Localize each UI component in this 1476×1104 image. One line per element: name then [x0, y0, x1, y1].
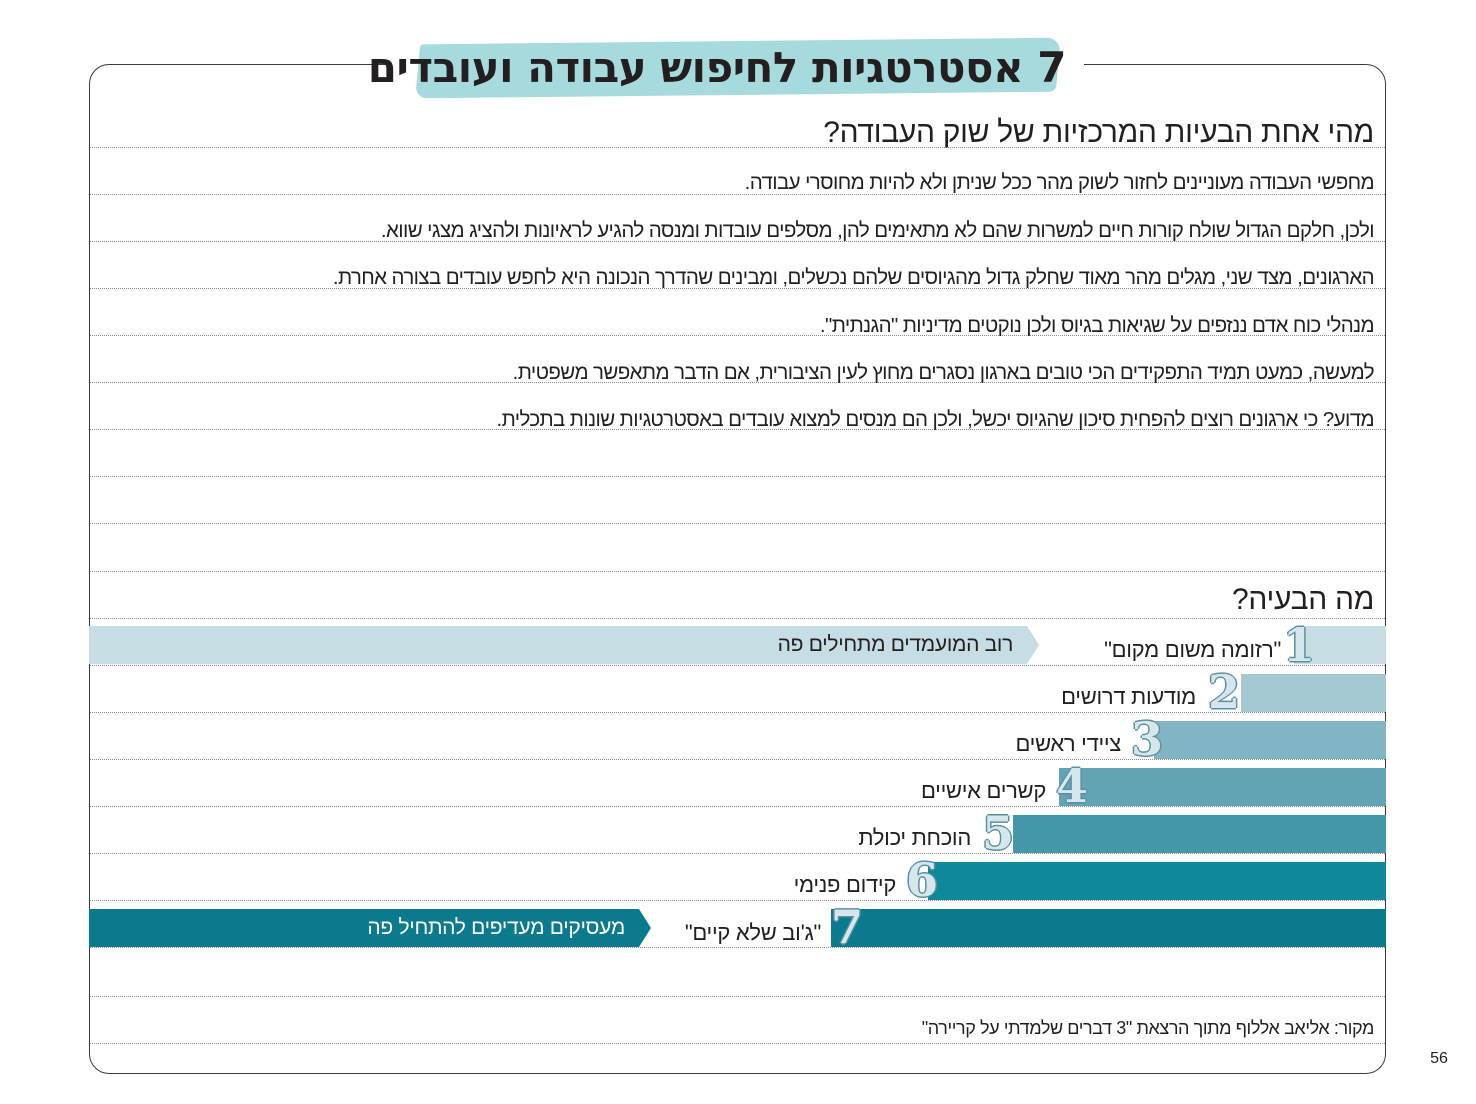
section-heading-what-problem: מה הבעיה?: [1232, 583, 1374, 616]
body-line: הארגונים, מצד שני, מגלים מהר מאוד שחלק ג…: [332, 266, 1375, 289]
source-citation: מקור: אליאב אללוף מתוך הרצאת "3 דברים של…: [921, 1018, 1375, 1038]
ruled-line: [90, 288, 1385, 289]
arrow-employers-start: מעסיקים מעדיפים להתחיל פה: [89, 909, 651, 947]
ruled-line: [90, 1043, 1385, 1044]
body-line: ולכן, חלקם הגדול שולח קורות חיים למשרות …: [380, 219, 1375, 242]
strategy-label-4: קשרים אישיים: [921, 778, 1046, 803]
ruled-line: [90, 900, 1385, 901]
body-line: למעשה, כמעט תמיד התפקידים הכי טובים בארג…: [512, 361, 1375, 384]
strategy-number-2: 2: [1208, 665, 1241, 719]
strategy-number-4: 4: [1056, 759, 1089, 813]
ruled-line: [90, 947, 1385, 948]
arrow-candidates-start: רוב המועמדים מתחילים פה: [89, 626, 1039, 664]
strategy-bar-4: [1059, 768, 1386, 806]
ruled-line: [90, 806, 1385, 807]
body-line: מנהלי כוח אדם ננזפים על שגיאות בגיוס ולכ…: [819, 314, 1375, 337]
strategy-bar-1: [1294, 626, 1386, 664]
ruled-line: [90, 665, 1385, 666]
strategy-bar-6: [928, 862, 1386, 900]
strategy-number-1: 1: [1283, 618, 1316, 672]
section-heading-main-problem: מהי אחת הבעיות המרכזיות של שוק העבודה?: [823, 116, 1374, 149]
strategy-label-7: "ג'וב שלא קיים": [684, 920, 821, 945]
ruled-line: [90, 759, 1385, 760]
ruled-line: [90, 382, 1385, 383]
page-title: 7 אסטרטגיות לחיפוש עבודה ועובדים: [367, 43, 1067, 92]
page-number: 56: [1430, 1050, 1448, 1067]
ruled-line: [90, 194, 1385, 195]
strategy-bar-5: [1013, 815, 1386, 853]
strategy-label-1: "רזומה משום מקום": [1104, 637, 1281, 662]
ruled-line: [90, 523, 1385, 524]
arrow-employers-label: מעסיקים מעדיפים להתחיל פה: [367, 916, 625, 939]
strategy-number-5: 5: [982, 806, 1015, 860]
ruled-line: [90, 996, 1385, 997]
ruled-line: [90, 712, 1385, 713]
ruled-line: [90, 618, 1385, 619]
strategy-bar-7: [831, 909, 1386, 947]
ruled-line: [90, 429, 1385, 430]
strategy-number-7: 7: [831, 900, 864, 954]
strategy-label-6: קידום פנימי: [793, 872, 897, 897]
strategy-label-3: ציידי ראשים: [1015, 731, 1121, 756]
ruled-line: [90, 476, 1385, 477]
strategy-bar-3: [1154, 721, 1386, 759]
strategy-bar-2: [1241, 674, 1386, 712]
strategy-label-2: מודעות דרושים: [1061, 684, 1196, 709]
ruled-line: [90, 241, 1385, 242]
strategy-label-5: הוכחת יכולת: [858, 825, 971, 850]
strategy-number-3: 3: [1131, 712, 1164, 766]
body-line: מחפשי העבודה מעוניינים לחזור לשוק מהר ככ…: [744, 171, 1375, 194]
strategy-number-6: 6: [906, 853, 939, 907]
arrow-candidates-label: רוב המועמדים מתחילים פה: [777, 633, 1014, 656]
body-line: מדוע? כי ארגונים רוצים להפחית סיכון שהגי…: [496, 408, 1375, 431]
ruled-line: [90, 571, 1385, 572]
ruled-line: [90, 147, 1385, 148]
ruled-line: [90, 335, 1385, 336]
ruled-line: [90, 853, 1385, 854]
